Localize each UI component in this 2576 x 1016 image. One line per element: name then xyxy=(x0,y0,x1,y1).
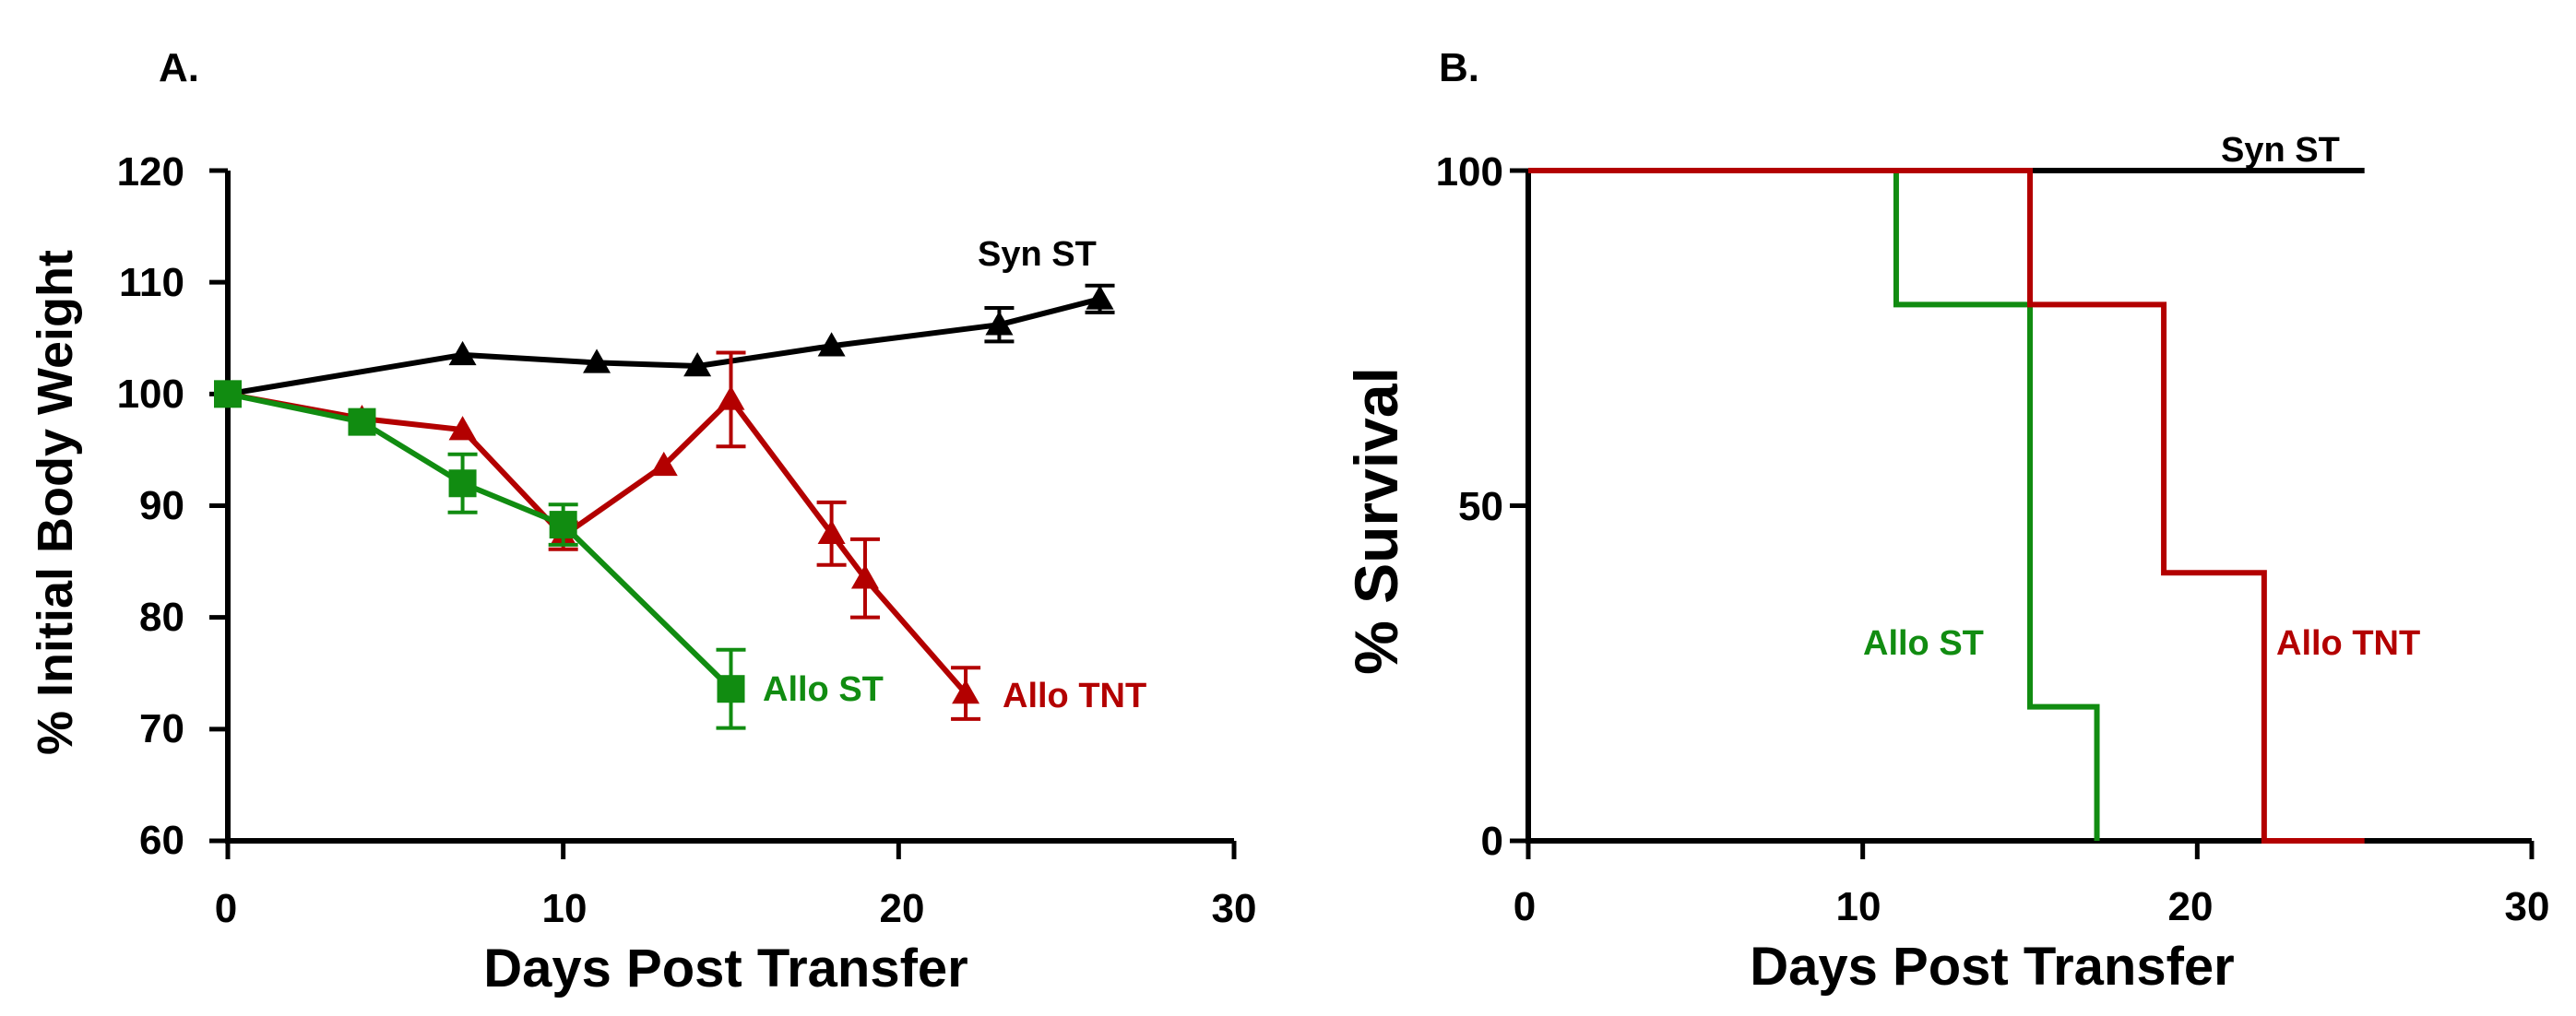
panel-a-allo-tnt-point-4 xyxy=(649,451,678,477)
panel-a-allo-st-point-4 xyxy=(717,675,745,703)
panel-b-xtick-1: 10 xyxy=(1836,884,1882,929)
panel-b-ytick-2: 100 xyxy=(1436,149,1503,195)
panel-a-legend-allo-tnt: Allo TNT xyxy=(1003,677,1146,715)
panel-a-xtick-0: 0 xyxy=(215,886,237,931)
panel-a-syn-st-point-2 xyxy=(583,349,611,373)
panel-a-allo-tnt-point-6 xyxy=(817,519,846,545)
panel-a-allo-st-point-1 xyxy=(348,408,376,436)
panel-b-xtick-3: 30 xyxy=(2505,884,2550,929)
panel-a-xtick-3: 30 xyxy=(1212,886,1257,931)
panel-a-ytick-5: 110 xyxy=(119,260,184,305)
panel-b-label: B. xyxy=(1439,45,1479,90)
panel-a-syn-st-point-1 xyxy=(448,340,477,366)
panel-a-syn-st-point-3 xyxy=(683,352,712,377)
panel-a-syn-st-line xyxy=(227,296,1101,397)
panel-a-allo-tnt-point-8 xyxy=(952,679,980,704)
panel-b-allo-st-curve xyxy=(1528,168,2100,841)
panel-a-xtick-1: 10 xyxy=(542,886,588,931)
panel-a-allo-st-point-0 xyxy=(214,380,242,408)
panel-a-ytick-1: 70 xyxy=(139,706,184,751)
panel-a-ytick-3: 90 xyxy=(139,483,184,528)
panel-a-ytick-4: 100 xyxy=(117,372,184,417)
panel-a-legend-syn-st: Syn ST xyxy=(978,235,1097,274)
panel-a-allo-tnt-line xyxy=(227,391,968,696)
panel-a-legend-allo-st: Allo ST xyxy=(763,670,884,709)
panel-a-ytick-6: 120 xyxy=(117,149,184,195)
panel-b-ylabel: % Survival xyxy=(1342,367,1410,675)
panel-a-allo-tnt-point-5 xyxy=(717,385,745,410)
panel-a-xlabel: Days Post Transfer xyxy=(483,939,967,998)
panel-b-allo-tnt-curve xyxy=(1528,168,2365,844)
panel-a-ytick-0: 60 xyxy=(139,818,184,863)
panel-b-xtick-2: 20 xyxy=(2168,884,2214,929)
panel-a-xtick-2: 20 xyxy=(880,886,925,931)
panel-b-legend-syn-st: Syn ST xyxy=(2221,131,2340,170)
panel-b: B. % Survival Days Post Transfer 0 10 20… xyxy=(1342,45,2549,997)
panel-a-syn-st-point-4 xyxy=(817,332,846,357)
panel-b-xtick-0: 0 xyxy=(1514,884,1536,929)
panel-a-syn-st-point-6 xyxy=(1086,285,1114,310)
panel-a-label: A. xyxy=(159,45,199,90)
panel-a-allo-st-line xyxy=(227,391,733,691)
panel-a-allo-st-point-3 xyxy=(549,511,577,539)
panel-a: A. % Initial Body Weight Days Post Trans… xyxy=(28,45,1256,998)
panel-b-legend-allo-tnt: Allo TNT xyxy=(2276,624,2420,663)
panel-a-ylabel: % Initial Body Weight xyxy=(28,250,83,755)
panel-a-allo-tnt-point-7 xyxy=(850,564,879,589)
panel-b-ytick-0: 0 xyxy=(1481,819,1503,864)
chart-marks xyxy=(209,168,2534,859)
panel-b-xlabel: Days Post Transfer xyxy=(1750,937,2234,997)
panel-b-legend-allo-st: Allo ST xyxy=(1863,624,1984,663)
panel-a-syn-st-point-5 xyxy=(985,311,1014,336)
panel-a-ytick-2: 80 xyxy=(139,595,184,640)
panel-a-allo-st-point-2 xyxy=(448,469,477,498)
panel-b-ytick-1: 50 xyxy=(1458,484,1503,529)
panel-a-allo-tnt-point-2 xyxy=(448,416,477,441)
